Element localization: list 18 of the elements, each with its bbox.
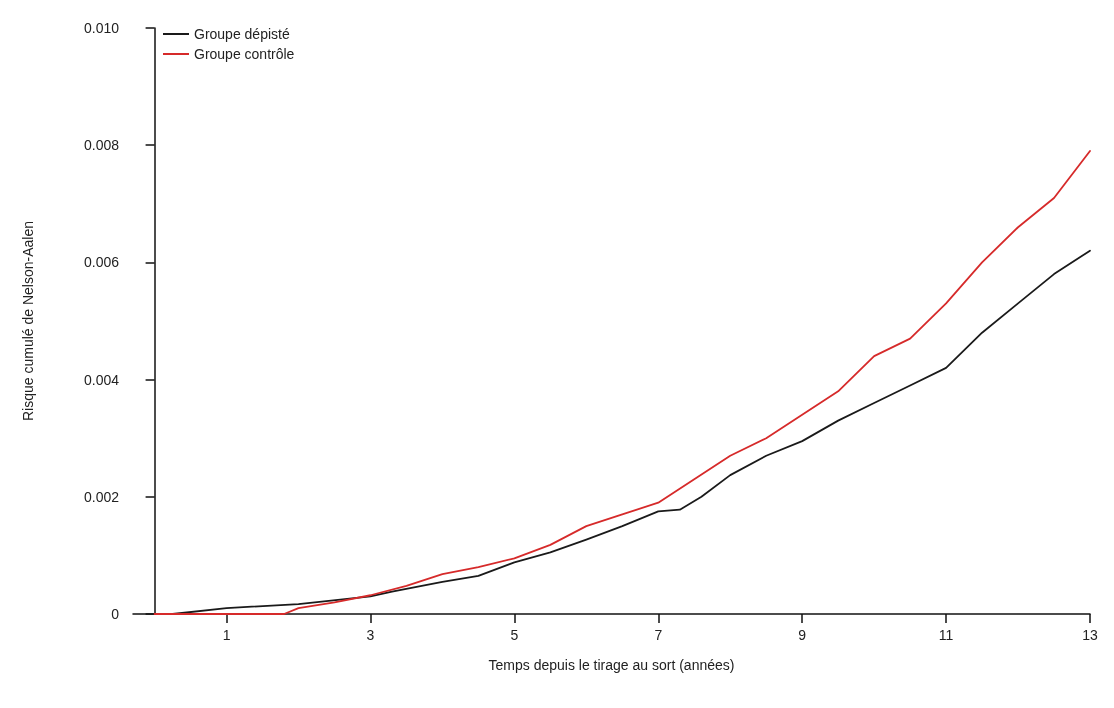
- y-tick-label: 0.002: [83, 488, 120, 505]
- legend-label: Groupe contrôle: [194, 46, 295, 62]
- y-tick-label: 0.004: [83, 371, 120, 388]
- x-tick-label: 3: [366, 627, 375, 643]
- x-tick-label: 1: [222, 627, 231, 643]
- line-series: [153, 150, 1091, 615]
- legend-label: Groupe dépisté: [194, 26, 290, 42]
- x-axis-title: Temps depuis le tirage au sort (années): [488, 657, 735, 673]
- y-tick-label: 0.010: [83, 20, 120, 36]
- y-axis-title: Risque cumulé de Nelson-Aalen: [20, 221, 36, 421]
- x-tick-label: 7: [654, 627, 663, 643]
- y-tick-label: 0.006: [83, 254, 120, 271]
- x-tick-label: 5: [510, 627, 519, 643]
- y-tick-label: 0: [111, 606, 120, 622]
- y-tick-label: 0.008: [83, 137, 120, 154]
- x-tick-label: 9: [798, 627, 807, 643]
- x-tick-label: 11: [938, 627, 954, 643]
- x-tick-label: 13: [1082, 627, 1098, 643]
